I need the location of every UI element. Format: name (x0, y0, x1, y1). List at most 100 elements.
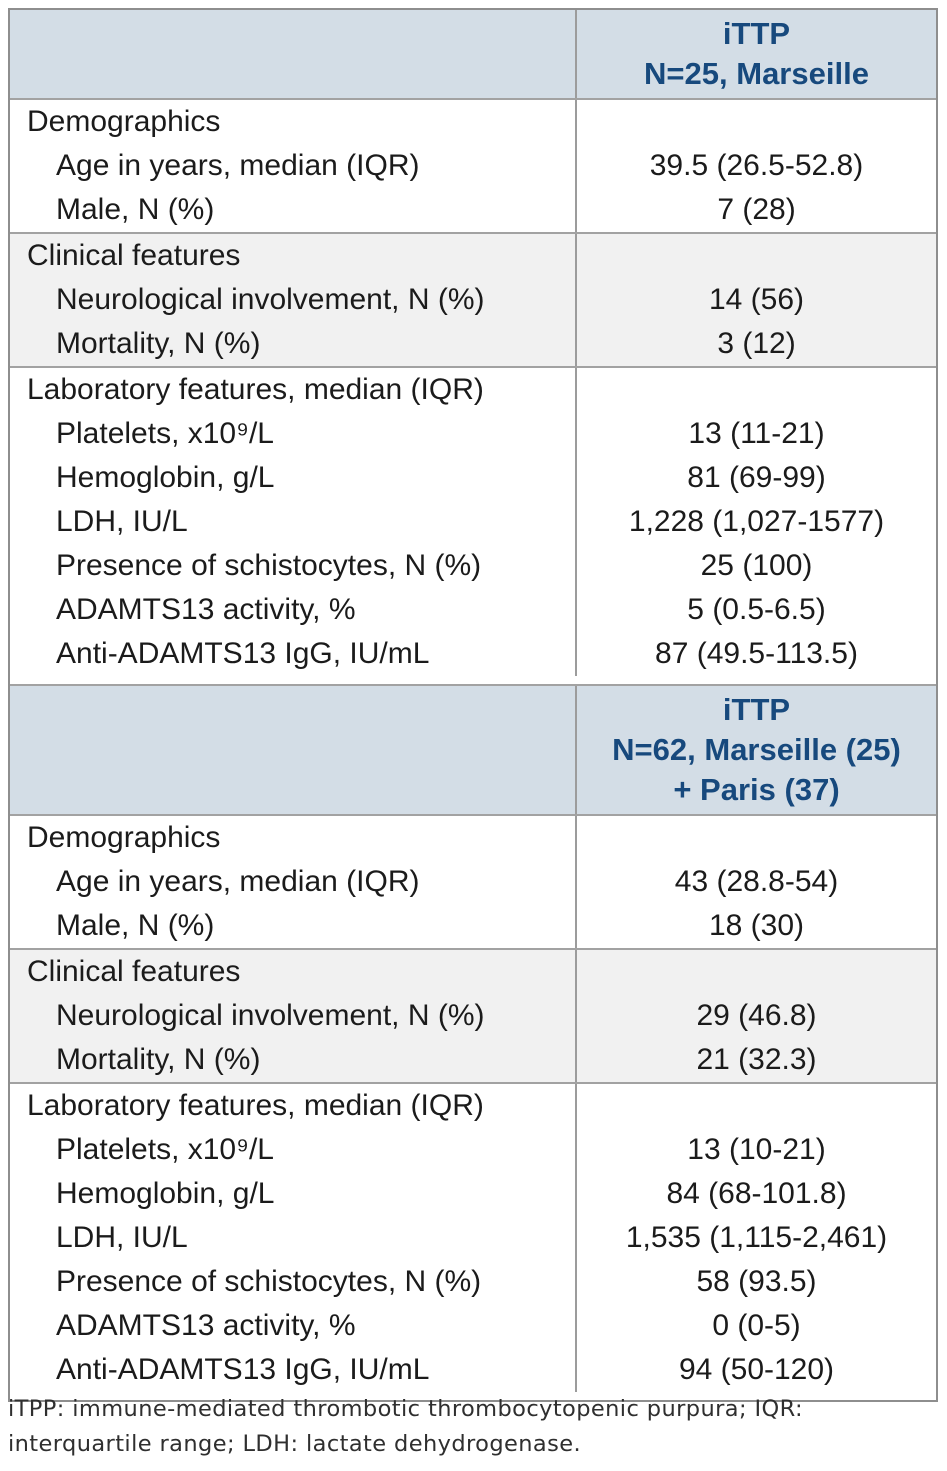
row-value: 14 (56) (575, 278, 936, 322)
empty-value-cell (575, 816, 936, 860)
header-line: N=25, Marseille (644, 56, 869, 91)
section-title-row: Demographics (10, 816, 936, 860)
table-row: Platelets, x10⁹/L 13 (10-21) (10, 1128, 936, 1172)
header-line: iTTP (722, 16, 791, 51)
row-label: Neurological involvement, N (%) (56, 999, 485, 1032)
table-row: Neurological involvement, N (%) 29 (46.8… (10, 994, 936, 1038)
table-row: Hemoglobin, g/L 84 (68-101.8) (10, 1172, 936, 1216)
section-title-row: Laboratory features, median (IQR) (10, 1084, 936, 1128)
row-value: 5 (0.5-6.5) (575, 588, 936, 632)
footnote-line: interquartile range; LDH: lactate dehydr… (8, 1431, 582, 1457)
statistics-table: iTTP N=25, Marseille Demographics Age in… (8, 8, 938, 1402)
table-row: Anti-ADAMTS13 IgG, IU/mL 94 (50-120) (10, 1348, 936, 1392)
section-laboratory-features: Laboratory features, median (IQR) Platel… (10, 1082, 936, 1400)
panel-header-row: iTTP N=62, Marseille (25) + Paris (37) (10, 684, 936, 814)
row-label: Anti-ADAMTS13 IgG, IU/mL (56, 1353, 430, 1386)
row-label: Hemoglobin, g/L (56, 461, 275, 494)
table-row: ADAMTS13 activity, % 0 (0-5) (10, 1304, 936, 1348)
footnote-line: iTPP: immune-mediated thrombotic thrombo… (8, 1396, 803, 1422)
header-line: N=62, Marseille (25) (612, 732, 901, 767)
header-line: + Paris (37) (673, 772, 840, 807)
row-value: 7 (28) (575, 188, 936, 232)
table-row: Presence of schistocytes, N (%) 58 (93.5… (10, 1260, 936, 1304)
row-label: Platelets, x10⁹/L (56, 1133, 274, 1166)
row-label: Mortality, N (%) (56, 327, 261, 360)
header-line: iTTP (722, 692, 791, 727)
table-row: Hemoglobin, g/L 81 (69-99) (10, 456, 936, 500)
table-row: Anti-ADAMTS13 IgG, IU/mL 87 (49.5-113.5) (10, 632, 936, 676)
row-value: 1,228 (1,027-1577) (575, 500, 936, 544)
column-header-ittp-n25: iTTP N=25, Marseille (575, 10, 936, 98)
empty-value-cell (575, 100, 936, 144)
row-label: Presence of schistocytes, N (%) (56, 1265, 482, 1298)
section-title-row: Laboratory features, median (IQR) (10, 368, 936, 412)
section-title: Laboratory features, median (IQR) (27, 373, 484, 406)
empty-value-cell (575, 234, 936, 278)
section-demographics: Demographics Age in years, median (IQR) … (10, 98, 936, 232)
row-label: LDH, IU/L (56, 505, 188, 538)
row-value: 21 (32.3) (575, 1038, 936, 1082)
section-clinical-features: Clinical features Neurological involveme… (10, 948, 936, 1082)
table-row: Male, N (%) 7 (28) (10, 188, 936, 232)
section-title-row: Demographics (10, 100, 936, 144)
row-label: Hemoglobin, g/L (56, 1177, 275, 1210)
empty-value-cell (575, 1084, 936, 1128)
row-label: Male, N (%) (56, 193, 215, 226)
section-laboratory-features: Laboratory features, median (IQR) Platel… (10, 366, 936, 684)
section-title: Clinical features (27, 955, 241, 988)
table-panel-marseille: iTTP N=25, Marseille Demographics Age in… (10, 10, 936, 684)
row-value: 87 (49.5-113.5) (575, 632, 936, 676)
row-value: 39.5 (26.5-52.8) (575, 144, 936, 188)
row-value: 94 (50-120) (575, 1348, 936, 1392)
row-value: 58 (93.5) (575, 1260, 936, 1304)
section-title-row: Clinical features (10, 234, 936, 278)
section-title: Clinical features (27, 239, 241, 272)
row-label: Male, N (%) (56, 909, 215, 942)
row-label: Age in years, median (IQR) (56, 149, 420, 182)
row-label: Platelets, x10⁹/L (56, 417, 274, 450)
column-header-ittp-n62: iTTP N=62, Marseille (25) + Paris (37) (575, 686, 936, 814)
section-title: Demographics (27, 105, 221, 138)
table-row: LDH, IU/L 1,535 (1,115-2,461) (10, 1216, 936, 1260)
table-row: Platelets, x10⁹/L 13 (11-21) (10, 412, 936, 456)
table-row: Presence of schistocytes, N (%) 25 (100) (10, 544, 936, 588)
empty-value-cell (575, 950, 936, 994)
row-value: 29 (46.8) (575, 994, 936, 1038)
table-row: Neurological involvement, N (%) 14 (56) (10, 278, 936, 322)
row-value: 84 (68-101.8) (575, 1172, 936, 1216)
row-label: Neurological involvement, N (%) (56, 283, 485, 316)
row-value: 1,535 (1,115-2,461) (575, 1216, 936, 1260)
row-value: 43 (28.8-54) (575, 860, 936, 904)
section-clinical-features: Clinical features Neurological involveme… (10, 232, 936, 366)
table-row: Age in years, median (IQR) 39.5 (26.5-52… (10, 144, 936, 188)
row-label: Mortality, N (%) (56, 1043, 261, 1076)
table-row: Male, N (%) 18 (30) (10, 904, 936, 948)
table-row: LDH, IU/L 1,228 (1,027-1577) (10, 500, 936, 544)
row-value: 18 (30) (575, 904, 936, 948)
row-value: 13 (10-21) (575, 1128, 936, 1172)
table-footnote: iTPP: immune-mediated thrombotic thrombo… (8, 1392, 944, 1462)
table-row: ADAMTS13 activity, % 5 (0.5-6.5) (10, 588, 936, 632)
header-empty-cell (10, 10, 575, 98)
table-panel-marseille-paris: iTTP N=62, Marseille (25) + Paris (37) D… (10, 684, 936, 1400)
row-value: 81 (69-99) (575, 456, 936, 500)
row-label: ADAMTS13 activity, % (56, 1309, 356, 1342)
panel-header-row: iTTP N=25, Marseille (10, 10, 936, 98)
table-row: Mortality, N (%) 3 (12) (10, 322, 936, 366)
header-empty-cell (10, 686, 575, 814)
row-value: 13 (11-21) (575, 412, 936, 456)
row-label: LDH, IU/L (56, 1221, 188, 1254)
row-label: Anti-ADAMTS13 IgG, IU/mL (56, 637, 430, 670)
empty-value-cell (575, 368, 936, 412)
section-title: Laboratory features, median (IQR) (27, 1089, 484, 1122)
section-demographics: Demographics Age in years, median (IQR) … (10, 814, 936, 948)
row-value: 0 (0-5) (575, 1304, 936, 1348)
section-title-row: Clinical features (10, 950, 936, 994)
row-value: 25 (100) (575, 544, 936, 588)
row-value: 3 (12) (575, 322, 936, 366)
table-row: Mortality, N (%) 21 (32.3) (10, 1038, 936, 1082)
row-label: ADAMTS13 activity, % (56, 593, 356, 626)
section-title: Demographics (27, 821, 221, 854)
table-row: Age in years, median (IQR) 43 (28.8-54) (10, 860, 936, 904)
row-label: Age in years, median (IQR) (56, 865, 420, 898)
